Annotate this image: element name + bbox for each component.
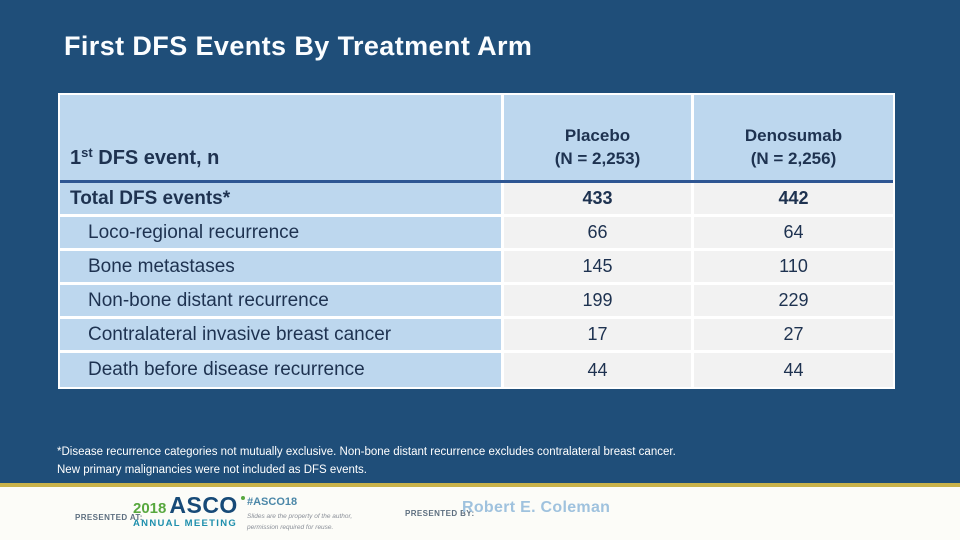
disclaimer-line-1: Slides are the property of the author, [247, 513, 353, 520]
table-row: Non-bone distant recurrence 199 229 [60, 285, 893, 319]
footnote-line-2: New primary malignancies were not includ… [57, 464, 367, 476]
denosumab-column-name: Denosumab [744, 126, 843, 146]
footer-bar: PRESENTED AT: 2018 ASCO ANNUAL MEETING #… [0, 487, 960, 540]
asco-annual-meeting-logo: 2018 ASCO ANNUAL MEETING [133, 494, 245, 529]
dfs-events-table: 1st DFS event, n Placebo (N = 2,253) Den… [58, 93, 895, 389]
placebo-value: 145 [504, 251, 691, 282]
footnote-line-1: *Disease recurrence categories not mutua… [57, 446, 676, 458]
row-label: Non-bone distant recurrence [60, 285, 501, 316]
placebo-value: 433 [504, 183, 691, 214]
placebo-column-n: (N = 2,253) [554, 149, 641, 169]
slide-title: First DFS Events By Treatment Arm [64, 31, 533, 61]
presented-by-label: PRESENTED BY: [405, 509, 475, 518]
footer-gold-divider [0, 483, 960, 487]
placebo-value: 199 [504, 285, 691, 316]
placebo-value: 66 [504, 217, 691, 248]
table-header-placebo-cell: Placebo (N = 2,253) [504, 95, 691, 180]
asco-logo-wordmark: ASCO [169, 492, 238, 518]
table-header-row: 1st DFS event, n Placebo (N = 2,253) Den… [60, 95, 893, 183]
table-header-label-cell: 1st DFS event, n [60, 95, 501, 180]
denosumab-column-n: (N = 2,256) [750, 149, 837, 169]
denosumab-value: 229 [694, 285, 893, 316]
denosumab-value: 442 [694, 183, 893, 214]
header-label-text: 1st DFS event, n [70, 145, 220, 169]
asco-logo-meeting-line: ANNUAL MEETING [133, 518, 238, 529]
row-label: Bone metastases [60, 251, 501, 282]
asco-logo-top-line: 2018 ASCO [133, 494, 245, 517]
placebo-column-name: Placebo [564, 126, 631, 146]
asco-logo-year: 2018 [133, 500, 167, 517]
denosumab-value: 64 [694, 217, 893, 248]
presenter-name: Robert E. Coleman [462, 499, 611, 516]
presented-at-label: PRESENTED AT: [75, 513, 143, 522]
table-row: Loco-regional recurrence 66 64 [60, 217, 893, 251]
row-label: Contralateral invasive breast cancer [60, 319, 501, 350]
placebo-value: 44 [504, 353, 691, 387]
denosumab-value: 27 [694, 319, 893, 350]
denosumab-value: 44 [694, 353, 893, 387]
row-label: Death before disease recurrence [60, 353, 501, 387]
row-label: Total DFS events* [60, 183, 501, 214]
table-row: Death before disease recurrence 44 44 [60, 353, 893, 387]
row-label: Loco-regional recurrence [60, 217, 501, 248]
footnote: *Disease recurrence categories not mutua… [57, 443, 676, 479]
table-header-denosumab-cell: Denosumab (N = 2,256) [694, 95, 893, 180]
table-row: Bone metastases 145 110 [60, 251, 893, 285]
table-row: Total DFS events* 433 442 [60, 183, 893, 217]
table-row: Contralateral invasive breast cancer 17 … [60, 319, 893, 353]
denosumab-value: 110 [694, 251, 893, 282]
ordinal-superscript: st [81, 145, 93, 160]
hashtag-asco18: #ASCO18 [247, 496, 298, 508]
disclaimer-line-2: permission required for reuse. [247, 524, 334, 532]
slide-property-disclaimer: Slides are the property of the author, p… [247, 511, 352, 533]
asco-logo-registered-mark-icon [240, 496, 245, 500]
placebo-value: 17 [504, 319, 691, 350]
